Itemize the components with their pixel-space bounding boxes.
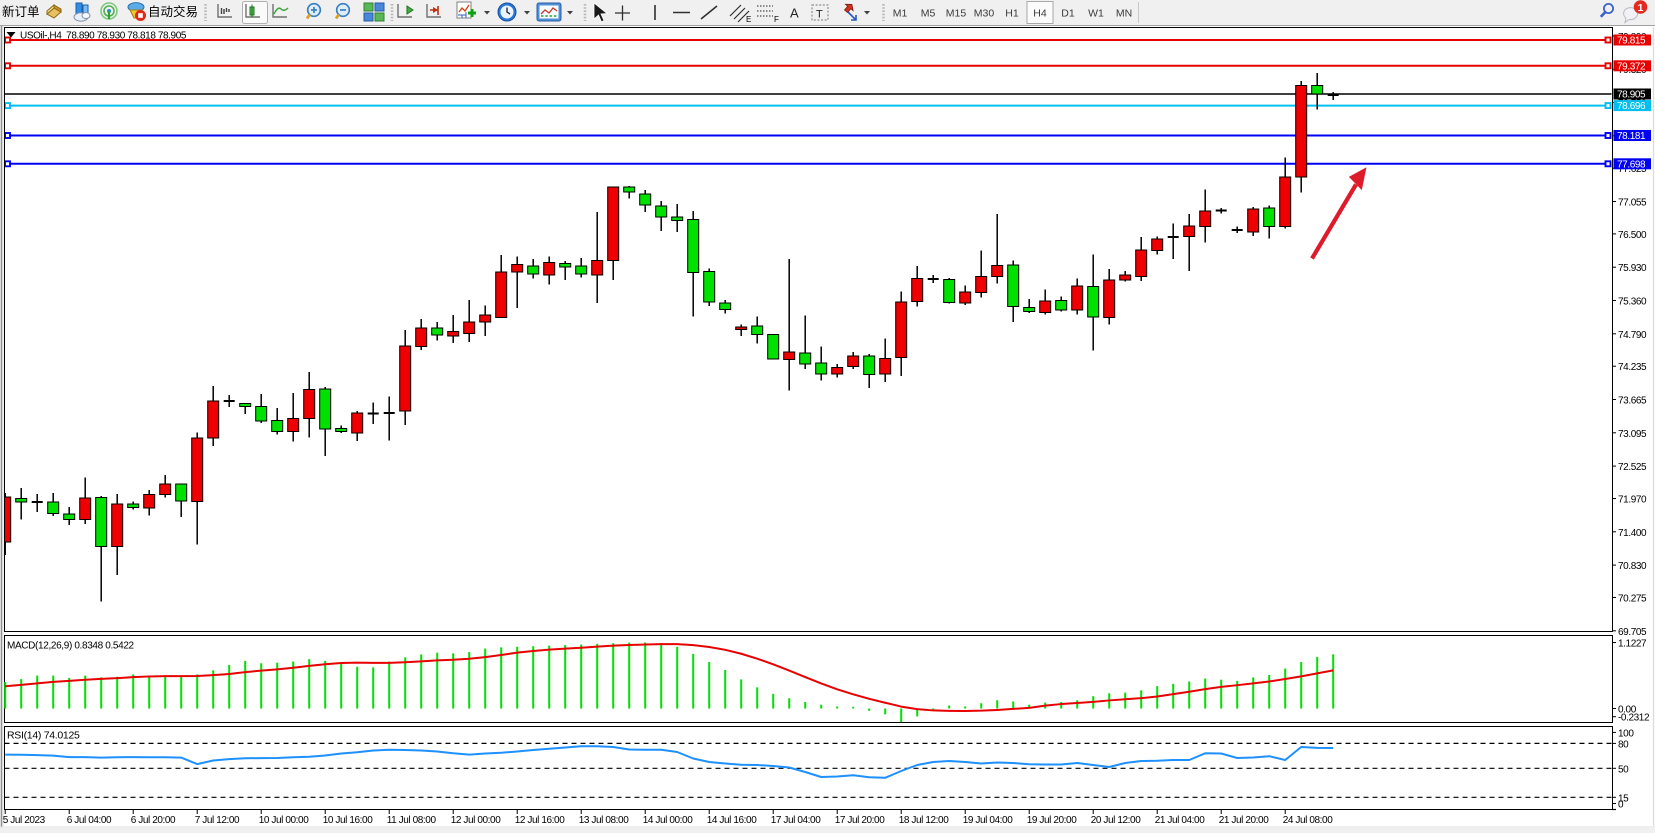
svg-text:75.930: 75.930 xyxy=(1618,263,1647,274)
svg-text:0.00: 0.00 xyxy=(1618,705,1637,716)
svg-text:70.275: 70.275 xyxy=(1618,594,1647,605)
svg-text:72.525: 72.525 xyxy=(1618,462,1647,473)
svg-text:79.372: 79.372 xyxy=(1617,61,1646,72)
svg-text:71.970: 71.970 xyxy=(1618,495,1647,506)
svg-text:1: 1 xyxy=(1638,2,1644,14)
svg-text:M30: M30 xyxy=(974,8,995,20)
svg-text:50: 50 xyxy=(1618,764,1629,775)
svg-text:24 Jul 08:00: 24 Jul 08:00 xyxy=(1283,815,1334,826)
svg-text:RSI(14) 74.0125: RSI(14) 74.0125 xyxy=(7,730,80,742)
svg-text:10 Jul 00:00: 10 Jul 00:00 xyxy=(259,815,310,826)
svg-text:17 Jul 20:00: 17 Jul 20:00 xyxy=(835,815,886,826)
svg-text:M15: M15 xyxy=(946,8,967,20)
svg-text:78.905: 78.905 xyxy=(1617,90,1646,101)
svg-text:12 Jul 00:00: 12 Jul 00:00 xyxy=(451,815,502,826)
svg-text:A: A xyxy=(790,6,799,21)
svg-text:79.815: 79.815 xyxy=(1617,36,1646,47)
svg-text:F: F xyxy=(774,15,779,24)
svg-text:1.1227: 1.1227 xyxy=(1618,639,1647,650)
svg-text:M5: M5 xyxy=(921,8,936,20)
svg-text:0: 0 xyxy=(1618,800,1624,811)
svg-text:D1: D1 xyxy=(1061,8,1075,20)
svg-text:H1: H1 xyxy=(1005,8,1019,20)
svg-text:USOil-,H4 78.890 78.930 78.81: USOil-,H4 78.890 78.930 78.818 78.905 xyxy=(20,30,187,41)
svg-text:-0.2312: -0.2312 xyxy=(1618,713,1650,724)
svg-text:18 Jul 12:00: 18 Jul 12:00 xyxy=(899,815,950,826)
svg-text:76.500: 76.500 xyxy=(1618,230,1647,241)
svg-text:17 Jul 04:00: 17 Jul 04:00 xyxy=(771,815,822,826)
svg-text:12 Jul 16:00: 12 Jul 16:00 xyxy=(515,815,566,826)
svg-text:77.698: 77.698 xyxy=(1617,159,1646,170)
svg-text:100: 100 xyxy=(1618,728,1634,739)
svg-text:MACD(12,26,9) 0.8348 0.5422: MACD(12,26,9) 0.8348 0.5422 xyxy=(7,641,135,652)
svg-text:15: 15 xyxy=(1618,793,1629,804)
svg-text:自动交易: 自动交易 xyxy=(148,4,198,19)
svg-text:78.696: 78.696 xyxy=(1617,101,1646,112)
svg-text:14 Jul 00:00: 14 Jul 00:00 xyxy=(643,815,694,826)
svg-text:10 Jul 16:00: 10 Jul 16:00 xyxy=(323,815,374,826)
svg-text:74.235: 74.235 xyxy=(1618,362,1647,373)
svg-text:73.665: 73.665 xyxy=(1618,396,1647,407)
svg-text:73.095: 73.095 xyxy=(1618,429,1647,440)
svg-text:77.055: 77.055 xyxy=(1618,198,1647,209)
svg-text:20 Jul 12:00: 20 Jul 12:00 xyxy=(1091,815,1142,826)
svg-text:新订单: 新订单 xyxy=(2,4,40,19)
svg-text:21 Jul 04:00: 21 Jul 04:00 xyxy=(1155,815,1206,826)
svg-text:5 Jul 2023: 5 Jul 2023 xyxy=(3,815,46,826)
svg-text:T: T xyxy=(816,9,823,21)
svg-text:6 Jul 04:00: 6 Jul 04:00 xyxy=(67,815,112,826)
svg-text:H4: H4 xyxy=(1033,8,1047,20)
svg-text:11 Jul 08:00: 11 Jul 08:00 xyxy=(387,815,437,826)
svg-text:77.625: 77.625 xyxy=(1618,164,1647,175)
svg-text:80: 80 xyxy=(1618,739,1629,750)
svg-text:7 Jul 12:00: 7 Jul 12:00 xyxy=(195,815,240,826)
svg-text:E: E xyxy=(746,15,751,24)
svg-text:74.790: 74.790 xyxy=(1618,330,1647,341)
svg-text:6 Jul 20:00: 6 Jul 20:00 xyxy=(131,815,176,826)
svg-text:69.705: 69.705 xyxy=(1618,627,1647,638)
svg-text:75.360: 75.360 xyxy=(1618,297,1647,308)
svg-text:W1: W1 xyxy=(1088,8,1104,20)
svg-text:19 Jul 04:00: 19 Jul 04:00 xyxy=(963,815,1014,826)
svg-text:13 Jul 08:00: 13 Jul 08:00 xyxy=(579,815,630,826)
svg-text:21 Jul 20:00: 21 Jul 20:00 xyxy=(1219,815,1270,826)
svg-text:71.400: 71.400 xyxy=(1618,528,1647,539)
svg-text:70.830: 70.830 xyxy=(1618,561,1647,572)
svg-text:19 Jul 20:00: 19 Jul 20:00 xyxy=(1027,815,1078,826)
svg-text:14 Jul 16:00: 14 Jul 16:00 xyxy=(707,815,758,826)
svg-text:M1: M1 xyxy=(893,8,908,20)
svg-text:78.181: 78.181 xyxy=(1617,131,1646,142)
svg-text:MN: MN xyxy=(1116,8,1132,20)
